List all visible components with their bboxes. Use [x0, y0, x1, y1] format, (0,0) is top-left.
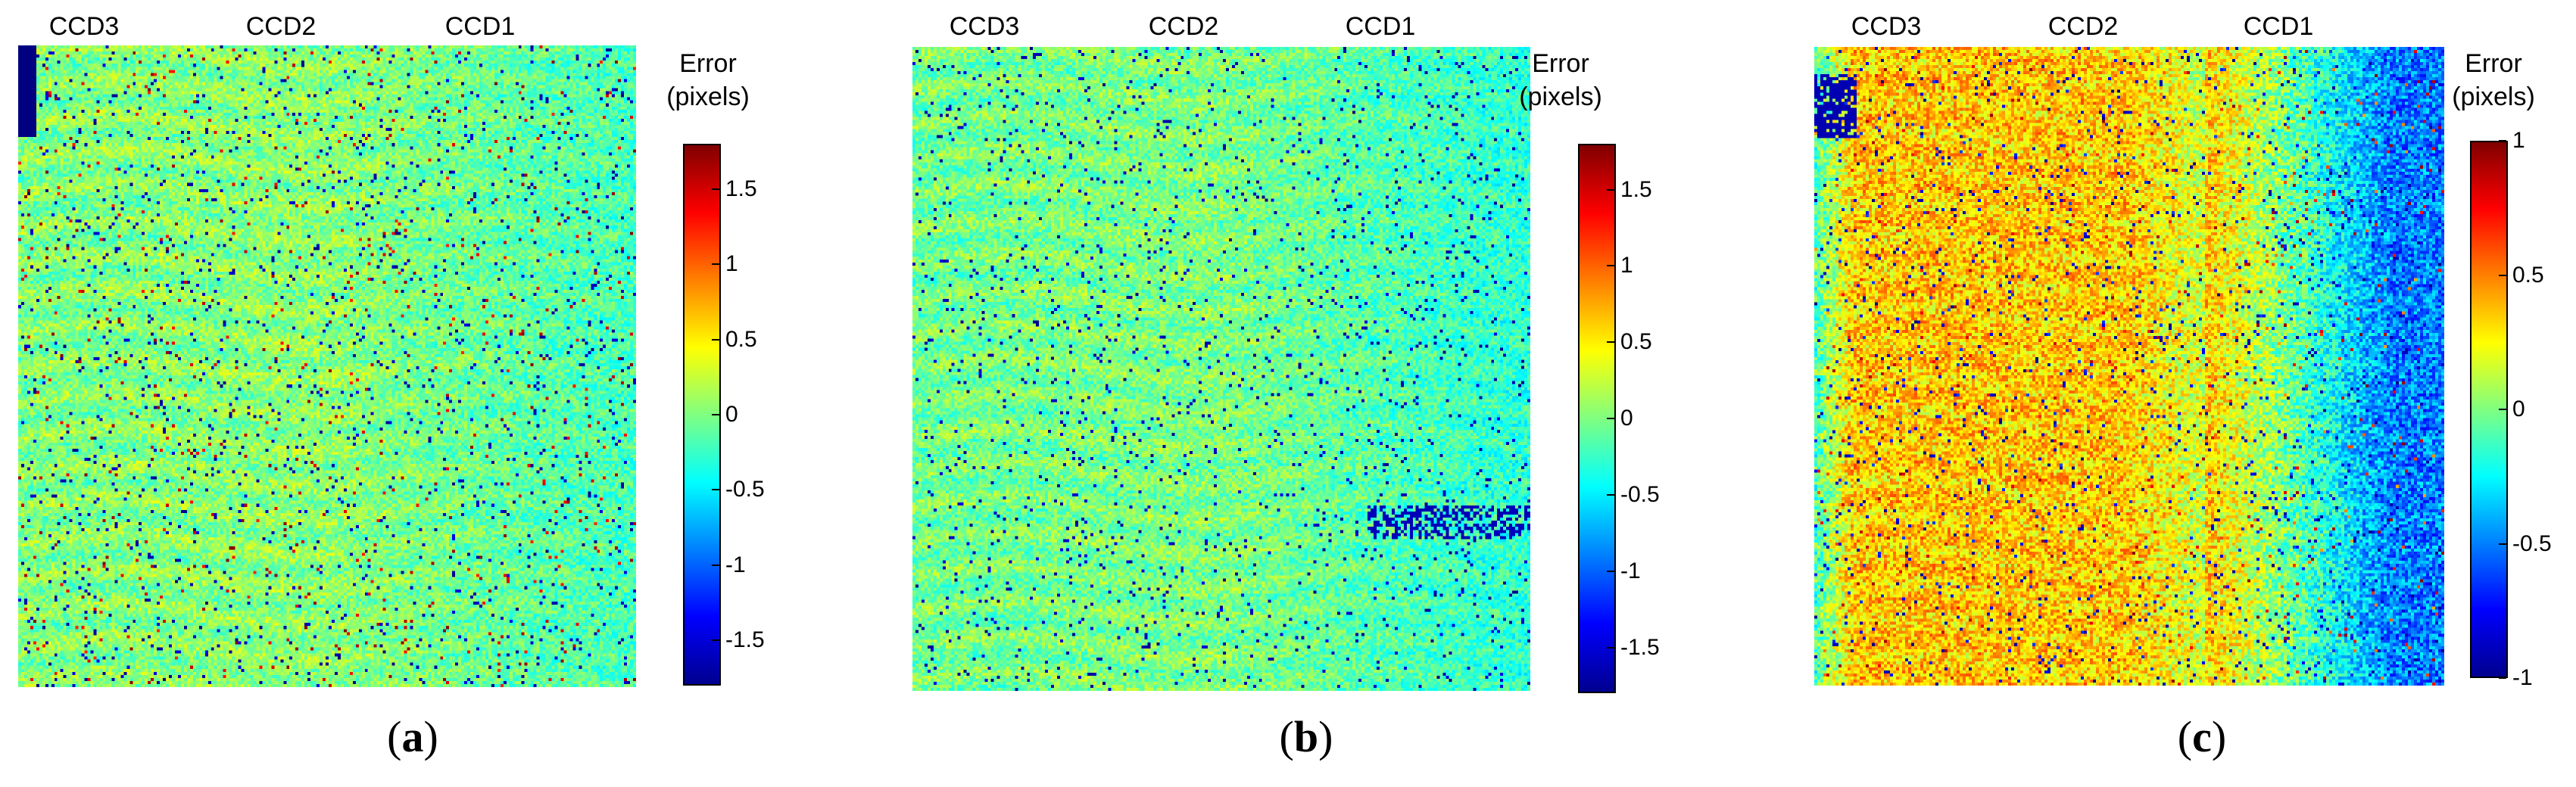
- colorbar-tick-label: 0.5: [1620, 329, 1652, 355]
- colorbar-title-line2: (pixels): [2452, 82, 2535, 111]
- panel-letter-c: c: [2192, 712, 2212, 761]
- colorbar-title-line2: (pixels): [1519, 82, 1602, 111]
- error-map-a: [18, 45, 636, 687]
- colorbar-title-a: Error (pixels): [666, 47, 750, 114]
- colorbar-tick: [1607, 265, 1614, 267]
- colorbar-tick-label: 1.5: [1620, 176, 1652, 202]
- colorbar-tick-label: -0.5: [1620, 481, 1660, 507]
- colorbar-tick-label: -1.5: [725, 627, 765, 653]
- colorbar-tick: [1607, 418, 1614, 419]
- colorbar-tick-label: 0.5: [725, 326, 757, 352]
- colorbar-tick: [2499, 677, 2506, 679]
- panel-letter-b: b: [1293, 712, 1319, 761]
- colorbar-tick-label: -1.5: [1620, 634, 1660, 660]
- colorbar-tick-label: 1: [2512, 128, 2525, 153]
- colorbar-title-line1: Error: [679, 49, 737, 78]
- panel-c: CCD3 CCD2 CCD1 Error (pixels) (c) -1 -0.5…: [1717, 0, 2576, 787]
- colorbar-tick-label: -1: [2512, 665, 2533, 690]
- colorbar-tick: [712, 564, 719, 566]
- colorbar-tick-label: 0: [725, 402, 738, 427]
- ccd1-label: CCD1: [2243, 12, 2314, 41]
- ccd3-label: CCD3: [48, 12, 120, 41]
- colorbar-tick-label: -0.5: [2512, 530, 2552, 556]
- ccd2-label: CCD2: [1148, 12, 1219, 41]
- panel-b: CCD3 CCD2 CCD1 Error (pixels) (b) -1.5 -1…: [859, 0, 1717, 787]
- colorbar-tick-label: 1.5: [725, 176, 757, 201]
- colorbar-tick: [1607, 646, 1614, 649]
- colorbar-title-line2: (pixels): [666, 82, 750, 111]
- colorbar-tick-label: 0: [1620, 406, 1633, 431]
- ccd2-label: CCD2: [245, 12, 317, 41]
- colorbar-tick: [712, 188, 719, 190]
- colorbar-tick-label: 0: [2512, 397, 2525, 421]
- colorbar-tick-label: -1: [1620, 558, 1641, 583]
- ccd1-label: CCD1: [444, 12, 516, 41]
- colorbar-title-line1: Error: [2465, 49, 2522, 78]
- colorbar-tick: [712, 639, 719, 642]
- colorbar-tick: [1607, 493, 1614, 496]
- colorbar-tick: [1607, 188, 1614, 191]
- ccd2-label: CCD2: [2047, 12, 2119, 41]
- colorbar-tick: [1607, 341, 1614, 344]
- colorbar-tick: [2499, 274, 2506, 276]
- colorbar-tick-label: 0.5: [2512, 262, 2544, 288]
- panel-caption-c: (c): [2177, 712, 2227, 761]
- ccd3-label: CCD3: [1851, 12, 1922, 41]
- panel-a: CCD3 CCD2 CCD1 Error (pixels) (a) -1.5 -1…: [0, 0, 859, 787]
- ccd3-label: CCD3: [949, 12, 1020, 41]
- colorbar-tick: [2499, 140, 2506, 142]
- colorbar-tick: [712, 263, 719, 266]
- colorbar-title-line1: Error: [1532, 49, 1589, 78]
- panel-caption-a: (a): [387, 712, 438, 761]
- error-map-b: [912, 47, 1530, 691]
- colorbar-tick: [1607, 570, 1614, 572]
- colorbar-tick-label: 1: [725, 251, 738, 277]
- colorbar-tick-label: 1: [1620, 253, 1633, 278]
- colorbar-tick-label: -0.5: [725, 477, 765, 502]
- colorbar-tick: [2499, 543, 2506, 545]
- panel-caption-b: (b): [1279, 712, 1333, 761]
- colorbar-title-c: Error (pixels): [2452, 47, 2535, 114]
- colorbar-tick: [2499, 409, 2506, 410]
- colorbar-tick: [712, 489, 719, 491]
- colorbar-tick-label: -1: [725, 552, 746, 577]
- ccd1-label: CCD1: [1345, 12, 1416, 41]
- colorbar-tick: [712, 414, 719, 415]
- colorbar-title-b: Error (pixels): [1519, 47, 1602, 114]
- error-map-c: [1814, 47, 2444, 686]
- colorbar-tick: [712, 338, 719, 341]
- panel-letter-a: a: [401, 712, 424, 761]
